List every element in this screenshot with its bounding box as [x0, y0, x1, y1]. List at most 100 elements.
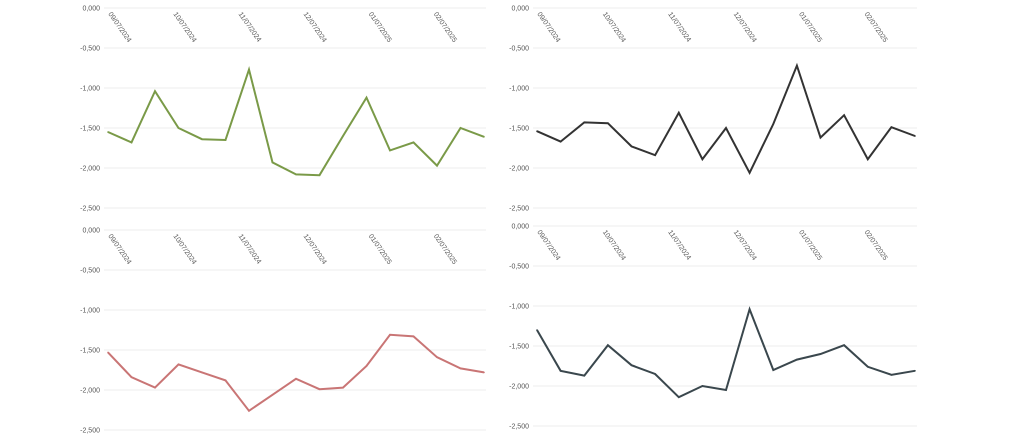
- x-tick-label: 11/07/2024: [237, 11, 263, 43]
- data-point: [914, 370, 916, 372]
- data-point: [201, 138, 203, 140]
- data-point: [412, 335, 415, 338]
- x-tick-label: 09/07/2024: [106, 11, 132, 44]
- line-chart-4: 0,000 -0,500 -1,000 -1,500 -2,000 -2,500 09/07…: [509, 224, 917, 431]
- data-point: [890, 374, 893, 376]
- y-tick-label: -1,000: [80, 308, 100, 315]
- data-point: [725, 127, 727, 129]
- data-point: [271, 161, 274, 164]
- data-point: [701, 158, 704, 160]
- data-point: [130, 376, 133, 379]
- data-point: [583, 374, 586, 377]
- data-point: [130, 141, 133, 144]
- data-point: [866, 366, 869, 368]
- series-line: [536, 62, 916, 176]
- data-point: [483, 371, 485, 374]
- x-tick-label: 12/07/2024: [732, 11, 758, 44]
- y-tick-label: -1,500: [509, 344, 529, 351]
- data-point: [772, 123, 775, 125]
- series-line: [107, 66, 485, 177]
- data-point: [436, 164, 438, 167]
- y-tick-label: -2,000: [509, 384, 529, 391]
- y-tick-label: -1,000: [80, 86, 100, 93]
- data-point: [248, 410, 250, 412]
- data-point: [295, 173, 297, 176]
- data-point: [914, 135, 916, 137]
- series-line: [107, 333, 485, 413]
- y-tick-label: -0,500: [80, 268, 100, 275]
- x-tick-label: 10/07/2024: [171, 233, 197, 266]
- data-point: [389, 334, 391, 336]
- x-tick-label: 02/07/2025: [863, 229, 889, 262]
- data-point: [819, 353, 822, 355]
- data-point: [796, 64, 798, 67]
- x-tick-label: 10/07/2024: [601, 11, 627, 44]
- data-point: [701, 385, 704, 387]
- y-tick-label: -1,500: [80, 126, 100, 133]
- data-point: [890, 126, 893, 128]
- y-tick-label: -0,500: [509, 46, 529, 53]
- data-point: [436, 356, 438, 359]
- x-tick-label: 09/07/2024: [535, 229, 561, 262]
- data-point: [796, 358, 798, 361]
- data-point: [772, 369, 775, 371]
- x-tick-label: 01/07/2025: [367, 233, 393, 266]
- data-point: [154, 386, 156, 389]
- y-tick-label: 0,000: [82, 228, 100, 235]
- data-point: [559, 370, 562, 372]
- data-point: [536, 130, 538, 132]
- x-tick-label: 12/07/2024: [732, 229, 758, 262]
- y-tick-label: -2,000: [80, 388, 100, 395]
- data-point: [154, 90, 156, 92]
- x-tick-label: 10/07/2024: [171, 11, 197, 44]
- data-point: [607, 122, 609, 124]
- x-tick-label: 12/07/2024: [302, 233, 328, 266]
- y-tick-label: 0,000: [511, 224, 529, 231]
- data-point: [459, 367, 462, 370]
- data-point: [271, 394, 274, 396]
- y-tick-label: -2,500: [509, 206, 529, 213]
- y-tick-label: -0,500: [509, 264, 529, 271]
- data-point: [318, 388, 321, 391]
- x-tick-label: 10/07/2024: [601, 229, 627, 262]
- y-tick-label: -2,000: [80, 166, 100, 173]
- data-point: [389, 149, 391, 152]
- x-tick-label: 12/07/2024: [302, 11, 328, 44]
- data-point: [318, 174, 321, 176]
- data-point: [819, 136, 822, 139]
- y-tick-label: -1,500: [509, 126, 529, 133]
- line-chart-2: 0,000 -0,500 -1,000 -1,500 -2,000 -2,500 09/07…: [509, 6, 917, 213]
- data-point: [342, 386, 344, 389]
- data-point: [177, 363, 180, 366]
- data-point: [224, 139, 227, 141]
- data-point: [583, 121, 586, 124]
- x-tick-label: 02/07/2025: [863, 11, 889, 44]
- x-tick-label: 01/07/2025: [797, 11, 823, 44]
- data-point: [607, 344, 609, 347]
- data-point: [107, 131, 109, 133]
- data-point: [748, 172, 751, 174]
- y-tick-label: -2,500: [509, 424, 529, 431]
- x-tick-label: 01/07/2025: [367, 11, 393, 44]
- data-point: [654, 373, 656, 375]
- data-point: [365, 96, 368, 99]
- data-point: [559, 140, 562, 143]
- data-point: [365, 365, 368, 367]
- data-point: [224, 379, 227, 382]
- x-tick-label: 09/07/2024: [535, 11, 561, 44]
- data-point: [725, 389, 727, 391]
- data-point: [295, 378, 297, 380]
- x-tick-label: 02/07/2025: [432, 11, 458, 44]
- data-point: [677, 112, 680, 114]
- data-point: [843, 114, 845, 116]
- y-tick-label: -1,500: [80, 348, 100, 355]
- x-tick-label: 11/07/2024: [237, 233, 263, 265]
- data-point: [412, 141, 415, 144]
- x-tick-label: 11/07/2024: [666, 229, 692, 261]
- line-chart-1: 0,000 -0,500 -1,000 -1,500 -2,000 -2,500 09/07…: [80, 6, 486, 213]
- data-point: [748, 308, 751, 311]
- data-point: [536, 329, 538, 331]
- y-tick-label: -1,000: [509, 304, 529, 311]
- line-chart-3: 0,000 -0,500 -1,000 -1,500 -2,000 -2,500 09/07…: [80, 228, 486, 435]
